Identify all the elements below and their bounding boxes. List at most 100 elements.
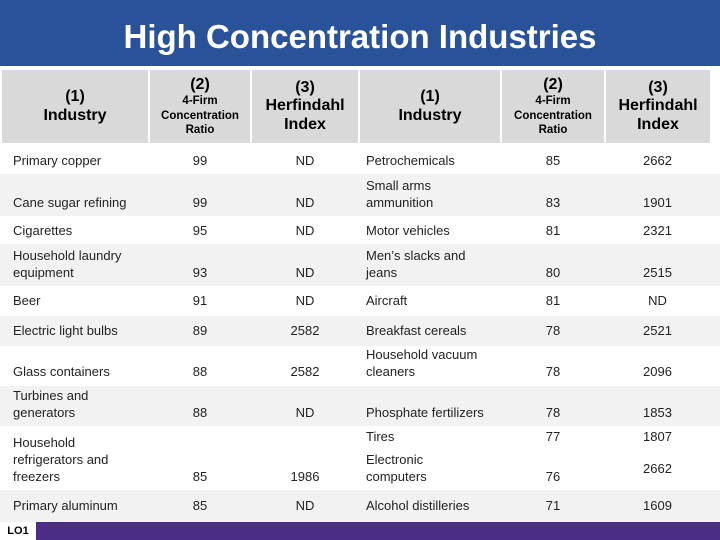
industry-cell: Primary copper [13, 153, 102, 168]
index-cell: ND [295, 405, 315, 420]
index-cell: 2582 [290, 364, 320, 379]
industry-cell: Beer [13, 293, 41, 308]
col-label: 4-Firm [535, 95, 571, 108]
ratio-cell: 89 [192, 323, 208, 338]
page-title: High Concentration Industries [123, 18, 597, 55]
table-row: Glass containers 88 2582 Household vacuu… [0, 346, 720, 386]
col-header-index-left: (3) Herfindahl Index [252, 70, 358, 143]
col-header-industry-right: (1) Industry [360, 70, 500, 143]
col-header-industry-left: (1) Industry [2, 70, 148, 143]
table-row: Household laundry equipment 93 ND Men’s … [0, 244, 720, 286]
index-cell: ND [295, 195, 315, 210]
ratio-cell: 80 [545, 265, 561, 280]
industry-cell: Household refrigerators and freezers [13, 435, 109, 484]
index-cell: 1986 [290, 469, 320, 484]
col-label: Ratio [538, 123, 568, 136]
index-cell: 2321 [643, 223, 672, 238]
col-header-index-right: (3) Herfindahl Index [606, 70, 710, 143]
industry-cell: Household laundry equipment [13, 248, 122, 280]
col-label: Herfindahl [618, 97, 698, 115]
index-cell: ND [295, 153, 315, 168]
industry-cell: Cigarettes [13, 223, 73, 238]
ratio-cell: 83 [545, 195, 561, 210]
col-num: (3) [295, 78, 315, 96]
ratio-cell: 78 [545, 364, 561, 379]
ratio-cell: 99 [192, 153, 208, 168]
title-banner: High Concentration Industries [0, 0, 720, 66]
table-row: Primary aluminum 85 ND Alcohol distiller… [0, 490, 720, 522]
industry-cell: Turbines and generators [13, 388, 89, 420]
industry-cell: Aircraft [366, 293, 408, 308]
table-row: Electric light bulbs 89 2582 Breakfast c… [0, 316, 720, 346]
col-header-ratio-left: (2) 4-Firm Concentration Ratio [150, 70, 250, 143]
index-cell: 2582 [290, 323, 320, 338]
ratio-cell: 85 [545, 153, 561, 168]
ratio-cell: 76 [545, 469, 561, 484]
industry-cell: Cane sugar refining [13, 195, 127, 210]
index-cell: 1853 [643, 405, 672, 420]
col-label: Industry [398, 106, 462, 124]
index-cell: ND [295, 498, 315, 513]
ratio-cell: 95 [192, 223, 208, 238]
table-row: Household refrigerators and freezers 85 … [0, 426, 720, 490]
col-num: (3) [648, 78, 668, 96]
ratio-cell: 88 [192, 364, 208, 379]
col-label: Industry [43, 106, 107, 124]
industry-cell: Motor vehicles [366, 223, 450, 238]
index-cell: 2521 [643, 323, 672, 338]
col-label: Concentration [514, 109, 592, 122]
col-label: 4-Firm [182, 95, 218, 108]
index-cell: 2662 [643, 153, 672, 168]
col-label: Ratio [185, 123, 215, 136]
table-row: Turbines and generators 88 ND Phosphate … [0, 386, 720, 426]
ratio-cell: 81 [545, 223, 561, 238]
industry-cell: Men’s slacks and jeans [366, 248, 466, 280]
index-cell: 2096 [643, 364, 672, 379]
ratio-cell: 93 [192, 265, 208, 280]
index-cell: 1807 [643, 429, 672, 444]
col-num: (2) [543, 75, 563, 93]
ratio-cell: 81 [545, 293, 561, 308]
ratio-cell: 88 [192, 405, 208, 420]
ratio-cell: 85 [192, 498, 208, 513]
industry-cell: Phosphate fertilizers [366, 405, 484, 420]
industry-cell: Tires [366, 429, 395, 444]
industry-cell: Electric light bulbs [13, 323, 118, 338]
index-cell: ND [648, 293, 667, 308]
ratio-cell: 77 [545, 429, 561, 444]
industry-cell: Household vacuum cleaners [366, 347, 478, 379]
table-row: Beer 91 ND Aircraft 81 ND [0, 286, 720, 316]
ratio-cell: 85 [192, 469, 208, 484]
index-cell: 2515 [643, 265, 672, 280]
table-row: Primary copper 99 ND Petrochemicals 85 2… [0, 146, 720, 174]
col-label: Concentration [161, 109, 239, 122]
table-row: Cigarettes 95 ND Motor vehicles 81 2321 [0, 216, 720, 244]
col-num: (1) [420, 88, 440, 106]
index-cell: ND [295, 265, 315, 280]
col-num: (2) [190, 75, 210, 93]
industry-cell: Electronic computers [366, 452, 427, 484]
col-label: Herfindahl [265, 97, 345, 115]
col-label: Index [284, 115, 326, 133]
ratio-cell: 78 [545, 323, 561, 338]
col-num: (1) [65, 88, 85, 106]
industry-cell: Alcohol distilleries [366, 498, 470, 513]
industry-cell: Small arms ammunition [366, 178, 434, 210]
table-row: Cane sugar refining 99 ND Small arms amm… [0, 174, 720, 216]
industry-cell: Primary aluminum [13, 498, 118, 513]
industry-cell: Petrochemicals [366, 153, 455, 168]
col-header-ratio-right: (2) 4-Firm Concentration Ratio [502, 70, 604, 143]
ratio-cell: 78 [545, 405, 561, 420]
ratio-cell: 99 [192, 195, 208, 210]
index-cell: 1901 [643, 195, 672, 210]
index-cell: ND [295, 223, 315, 238]
index-cell: 2662 [643, 461, 672, 476]
industry-cell: Breakfast cereals [366, 323, 467, 338]
learning-objective-label: LO1 [0, 522, 36, 540]
index-cell: 1609 [643, 498, 672, 513]
col-label: Index [637, 115, 679, 133]
ratio-cell: 71 [545, 498, 561, 513]
ratio-cell: 91 [192, 293, 208, 308]
index-cell: ND [295, 293, 315, 308]
footer-bar [0, 522, 720, 540]
